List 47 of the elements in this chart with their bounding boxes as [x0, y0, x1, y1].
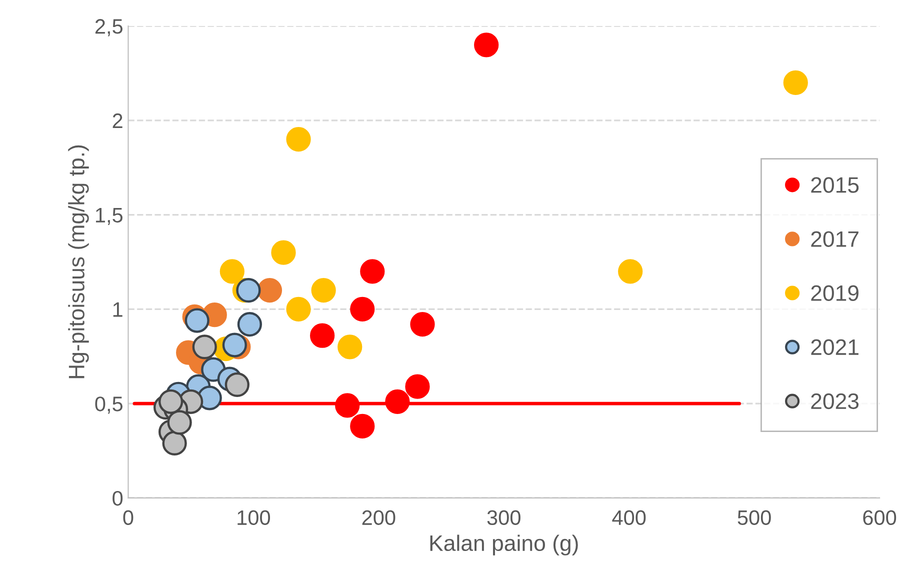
point	[162, 430, 187, 456]
point	[783, 70, 808, 95]
x-tick-label: 200	[362, 510, 396, 526]
point	[184, 308, 210, 333]
y-tick-label: 0,5	[95, 396, 122, 414]
point	[410, 312, 435, 337]
y-tick-label: 0	[112, 490, 123, 506]
point	[360, 259, 385, 284]
point	[338, 334, 362, 360]
point	[474, 32, 499, 58]
point	[618, 259, 643, 284]
point	[335, 393, 360, 418]
point	[311, 278, 336, 303]
x-tick-label: 500	[738, 510, 771, 526]
point	[167, 410, 192, 435]
point	[286, 296, 311, 322]
point	[405, 374, 430, 399]
legend-label: 2023	[811, 393, 859, 410]
y-tick-label: 2,5	[95, 19, 122, 36]
point	[158, 389, 184, 414]
point	[286, 127, 311, 152]
legend-label: 2015	[811, 177, 859, 193]
point	[310, 323, 335, 348]
x-tick-label: 0	[123, 510, 134, 526]
legend-label: 2019	[811, 285, 858, 301]
point	[385, 389, 410, 414]
point	[236, 278, 261, 303]
y-tick-label: 1,5	[96, 208, 122, 226]
x-tick-label: 400	[612, 510, 646, 526]
legend-label: 2017	[811, 231, 858, 247]
x-tick-label: 100	[238, 510, 270, 526]
point	[237, 312, 262, 337]
x-tick-label: 600	[863, 510, 896, 526]
point	[220, 259, 244, 284]
y-tick-label: 2	[112, 113, 122, 128]
legend-label: 2021	[811, 339, 858, 356]
point	[257, 278, 282, 303]
point	[224, 372, 250, 397]
x-axis-title: Kalan paino (g)	[430, 534, 578, 556]
point	[192, 334, 217, 360]
y-axis-title: Hg-pitoisuus (mg/kg tp.)	[68, 145, 89, 378]
point	[271, 240, 296, 265]
y-tick-label: 1	[113, 302, 122, 317]
point	[222, 332, 247, 358]
x-tick-label: 300	[487, 510, 520, 526]
point	[350, 414, 375, 439]
point	[350, 296, 375, 322]
